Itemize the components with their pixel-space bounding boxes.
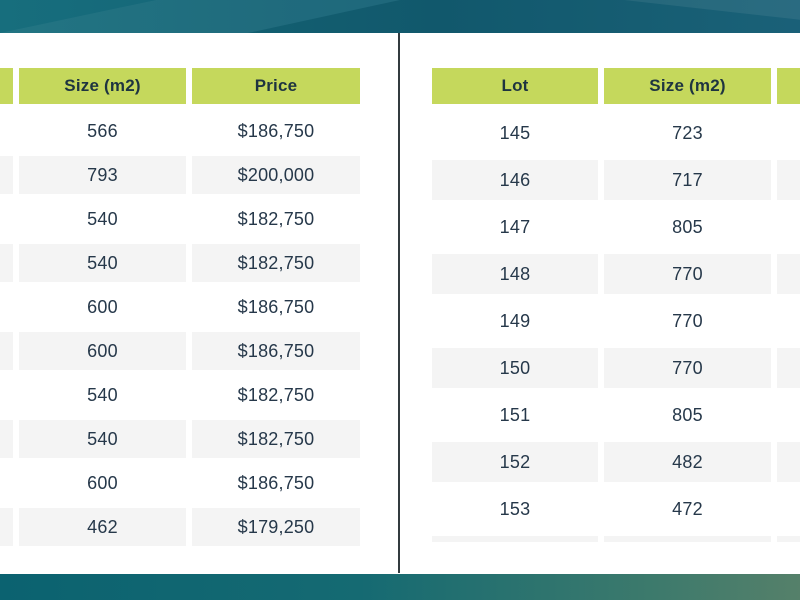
table-cell-size: 472: [672, 498, 703, 519]
table-cell-lot: 150: [432, 348, 598, 388]
table-row: 149 770: [432, 301, 800, 341]
table-row: 540 $182,750: [0, 244, 360, 282]
table-cell-size: 540: [87, 208, 118, 229]
left-table-header-size: Size (m2): [19, 68, 186, 104]
table-cell-lot: 146: [432, 160, 598, 200]
table-cell-size: 793: [19, 156, 186, 194]
table-cell-cutoff: [777, 536, 800, 542]
table-cell-lot: 147: [499, 216, 531, 237]
table-cell-size: 462: [19, 508, 186, 546]
table-cell-cutoff: [0, 156, 13, 194]
table-cell-size: 770: [604, 254, 771, 294]
left-table-header-lot-cutoff: [0, 68, 13, 104]
table-cell-cutoff: [777, 489, 800, 529]
table-cell-size: 805: [672, 404, 703, 425]
table-cell-cutoff: [777, 207, 800, 247]
table-cell-price: $200,000: [192, 156, 360, 194]
table-cell-price: $186,750: [192, 332, 360, 370]
table-row: 151 805: [432, 395, 800, 435]
table-cell-price: $186,750: [237, 472, 315, 493]
table-cell-cutoff: [0, 464, 13, 502]
table-row: 152 482: [432, 442, 800, 482]
table-cell-cutoff: [0, 420, 13, 458]
table-row: 540 $182,750: [0, 200, 360, 238]
table-cell-size: 482: [604, 442, 771, 482]
table-row: 566 $186,750: [0, 112, 360, 150]
table-divider: [398, 33, 400, 573]
table-cell-price: $179,250: [192, 508, 360, 546]
right-price-table: Lot Size (m2) 145 723 146 717 147 805 148 770 14…: [432, 68, 800, 542]
table-cell-lot: 145: [499, 122, 531, 143]
table-cell-size: 805: [672, 216, 703, 237]
right-table-header-price-cutoff: [777, 68, 800, 104]
right-table-header-row: Lot Size (m2): [432, 68, 800, 104]
right-table-header-size: Size (m2): [604, 68, 771, 104]
left-table-rows: 566 $186,750 793 $200,000 540 $182,750 540 $182…: [0, 112, 360, 546]
table-row: 600 $186,750: [0, 288, 360, 326]
bottom-banner: [0, 574, 800, 600]
table-cell-lot: [432, 536, 598, 542]
table-cell-price: $182,750: [192, 420, 360, 458]
table-cell-cutoff: [777, 254, 800, 294]
table-row: 793 $200,000: [0, 156, 360, 194]
table-cell-size: 540: [19, 420, 186, 458]
table-cell-price: $186,750: [237, 120, 315, 141]
table-cell-size: 566: [87, 120, 118, 141]
table-cell-cutoff: [777, 301, 800, 341]
table-row: 540 $182,750: [0, 376, 360, 414]
table-cell-lot: 148: [432, 254, 598, 294]
table-cell-cutoff: [0, 376, 13, 414]
table-cell-size: 600: [87, 472, 118, 493]
table-cell-cutoff: [0, 332, 13, 370]
table-cell-size: 717: [604, 160, 771, 200]
table-row: 147 805: [432, 207, 800, 247]
table-row: 150 770: [432, 348, 800, 388]
right-table-header-lot: Lot: [432, 68, 598, 104]
table-cell-size: [604, 536, 771, 542]
top-banner: [0, 0, 800, 33]
table-cell-cutoff: [777, 348, 800, 388]
table-cell-price: $186,750: [237, 296, 315, 317]
table-cell-size: 770: [604, 348, 771, 388]
table-cell-cutoff: [777, 442, 800, 482]
table-cell-cutoff: [0, 288, 13, 326]
table-row: 540 $182,750: [0, 420, 360, 458]
left-table-header-price: Price: [192, 68, 360, 104]
table-row: 462 $179,250: [0, 508, 360, 546]
table-cell-size: 770: [672, 310, 703, 331]
left-table-header-row: Size (m2) Price: [0, 68, 360, 104]
right-table-rows: 145 723 146 717 147 805 148 770 149 770 150 770 151 8…: [432, 113, 800, 542]
table-row: 145 723: [432, 113, 800, 153]
table-cell-cutoff: [777, 395, 800, 435]
table-cell-lot: 151: [499, 404, 531, 425]
table-cell-cutoff: [777, 113, 800, 153]
table-cell-size: 600: [19, 332, 186, 370]
table-cell-cutoff: [0, 112, 13, 150]
table-row: 600 $186,750: [0, 332, 360, 370]
table-cell-size: 540: [19, 244, 186, 282]
table-cell-cutoff: [0, 244, 13, 282]
table-row: 148 770: [432, 254, 800, 294]
table-cell-cutoff: [0, 200, 13, 238]
table-row: 146 717: [432, 160, 800, 200]
table-cell-price: $182,750: [237, 208, 315, 229]
table-cell-lot: 153: [499, 498, 531, 519]
table-cell-price: $182,750: [237, 384, 315, 405]
table-cell-lot: 149: [499, 310, 531, 331]
table-cell-cutoff: [777, 160, 800, 200]
table-cell-size: 723: [672, 122, 703, 143]
table-cell-price: $182,750: [192, 244, 360, 282]
table-row: 600 $186,750: [0, 464, 360, 502]
table-cell-size: 600: [87, 296, 118, 317]
table-cell-cutoff: [0, 508, 13, 546]
left-price-table: Size (m2) Price 566 $186,750 793 $200,000 54…: [0, 68, 360, 546]
table-cell-size: 540: [87, 384, 118, 405]
table-cell-lot: 152: [432, 442, 598, 482]
table-row: [432, 536, 800, 542]
table-row: 153 472: [432, 489, 800, 529]
